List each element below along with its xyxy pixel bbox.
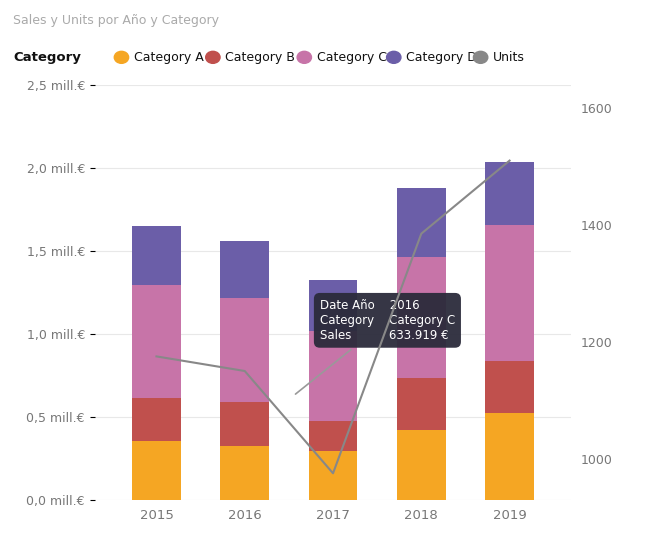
- Text: Sales y Units por Año y Category: Sales y Units por Año y Category: [13, 14, 219, 27]
- Bar: [485, 162, 534, 225]
- Bar: [309, 421, 357, 452]
- Bar: [485, 225, 534, 361]
- Bar: [485, 361, 534, 413]
- Text: Category: Category: [13, 51, 81, 64]
- Text: Category D: Category D: [406, 51, 477, 64]
- Text: Date Año    2016
Category    Category C
Sales          633.919 €: Date Año 2016 Category Category C Sales …: [295, 299, 455, 394]
- Text: Category C: Category C: [317, 51, 387, 64]
- Bar: [397, 257, 445, 378]
- Text: Category B: Category B: [225, 51, 295, 64]
- Bar: [132, 442, 181, 500]
- Bar: [221, 402, 269, 446]
- Text: Category A: Category A: [134, 51, 204, 64]
- Bar: [397, 430, 445, 500]
- Bar: [309, 280, 357, 331]
- Bar: [132, 399, 181, 442]
- Bar: [309, 452, 357, 500]
- Bar: [221, 241, 269, 298]
- Bar: [221, 298, 269, 402]
- Bar: [485, 413, 534, 500]
- Bar: [397, 188, 445, 257]
- Bar: [309, 331, 357, 421]
- Bar: [397, 378, 445, 430]
- Bar: [132, 286, 181, 399]
- Bar: [221, 446, 269, 500]
- Text: Units: Units: [493, 51, 525, 64]
- Bar: [132, 225, 181, 286]
